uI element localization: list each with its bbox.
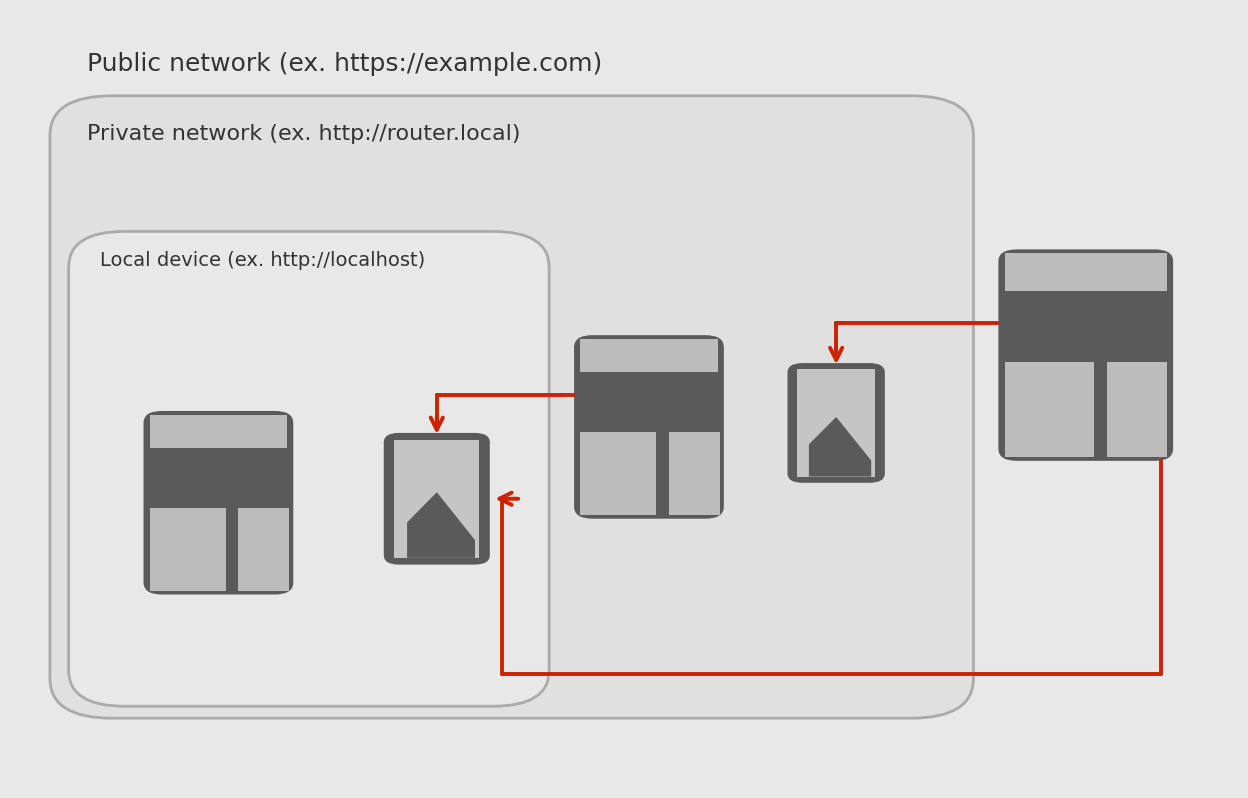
Bar <box>580 433 656 515</box>
Text: Local device (ex. http://localhost): Local device (ex. http://localhost) <box>100 251 426 271</box>
FancyBboxPatch shape <box>50 96 973 718</box>
Bar <box>150 415 287 448</box>
Bar <box>580 339 718 372</box>
FancyBboxPatch shape <box>998 249 1173 461</box>
Bar <box>669 433 720 515</box>
FancyBboxPatch shape <box>787 363 885 483</box>
FancyBboxPatch shape <box>574 335 724 519</box>
Bar <box>797 369 875 476</box>
FancyBboxPatch shape <box>144 411 293 595</box>
FancyBboxPatch shape <box>384 433 489 565</box>
Text: Private network (ex. http://router.local): Private network (ex. http://router.local… <box>87 124 520 144</box>
Bar <box>1107 361 1167 456</box>
Polygon shape <box>809 417 871 476</box>
Bar <box>238 508 290 591</box>
Bar <box>394 440 479 558</box>
Bar <box>1005 254 1167 291</box>
FancyBboxPatch shape <box>69 231 549 706</box>
Bar <box>1005 361 1094 456</box>
Text: Public network (ex. https://example.com): Public network (ex. https://example.com) <box>87 52 603 76</box>
Polygon shape <box>407 492 475 558</box>
Bar <box>150 508 226 591</box>
